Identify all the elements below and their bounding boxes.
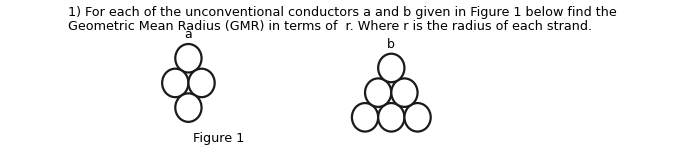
Circle shape bbox=[378, 54, 405, 82]
Circle shape bbox=[175, 93, 202, 122]
Text: Figure 1: Figure 1 bbox=[193, 132, 244, 145]
Text: a: a bbox=[185, 28, 193, 41]
Text: 1) For each of the unconventional conductors a and b given in Figure 1 below fin: 1) For each of the unconventional conduc… bbox=[68, 6, 617, 19]
Text: Geometric Mean Radius (GMR) in terms of  r. Where r is the radius of each strand: Geometric Mean Radius (GMR) in terms of … bbox=[68, 20, 592, 33]
Circle shape bbox=[162, 69, 188, 97]
Circle shape bbox=[188, 69, 215, 97]
Circle shape bbox=[378, 103, 405, 132]
Circle shape bbox=[391, 78, 418, 107]
Circle shape bbox=[405, 103, 430, 132]
Circle shape bbox=[175, 44, 202, 73]
Circle shape bbox=[352, 103, 378, 132]
Text: b: b bbox=[387, 38, 395, 51]
Circle shape bbox=[365, 78, 391, 107]
